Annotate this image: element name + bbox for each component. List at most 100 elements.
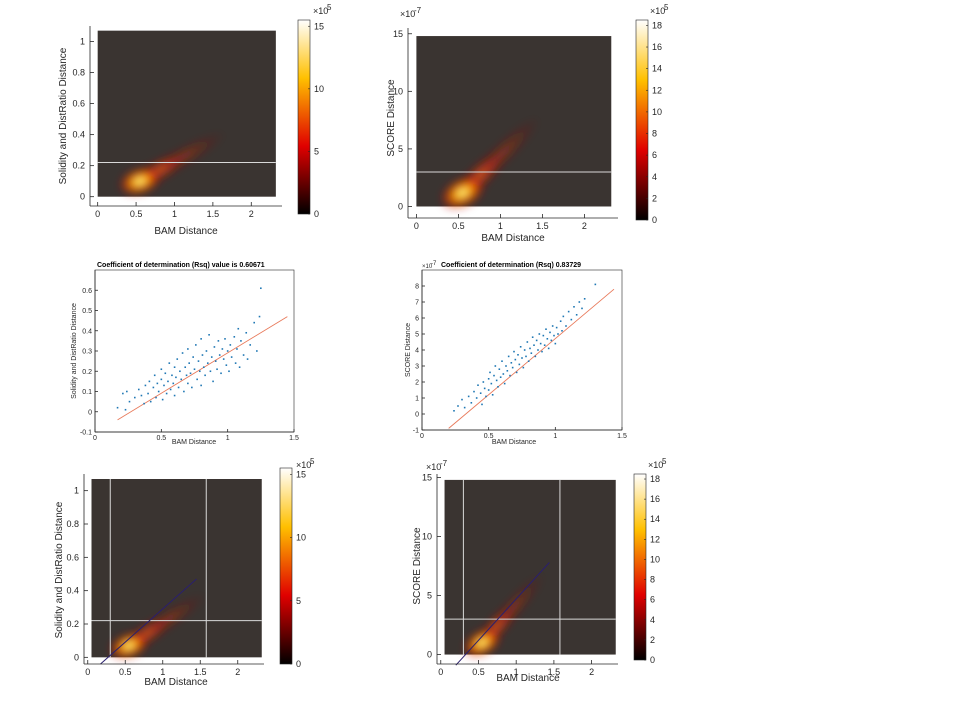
scatter-point (204, 374, 206, 377)
scatter-point (144, 384, 147, 387)
y-tick-label: 0 (74, 652, 79, 662)
scatter-point (487, 378, 490, 380)
y-tick-label: 0.4 (66, 586, 79, 596)
scatter-point (543, 344, 546, 346)
scatter-point (228, 370, 230, 373)
scatter-point (172, 382, 175, 385)
y-tick-label: 0.4 (82, 328, 92, 335)
scatter-point (246, 358, 249, 360)
y-axis-label: Solidity and DistRatio Distance (54, 501, 65, 638)
scatter-point (525, 355, 527, 358)
scatter-point (507, 355, 510, 358)
y-tick-label: 0.6 (66, 552, 79, 562)
scatter-point (541, 350, 543, 353)
density-blob (462, 572, 546, 659)
colorbar (297, 19, 311, 215)
scatter-point (493, 374, 495, 377)
y-tick-label: 4 (415, 348, 419, 355)
x-tick-label: 1 (514, 667, 519, 677)
scatter-point (173, 366, 176, 368)
scatter-point (148, 380, 151, 383)
axes-box (94, 269, 295, 433)
scatter-point (550, 339, 553, 342)
scatter-point (457, 405, 459, 407)
scatter-point (581, 307, 583, 310)
scatter-point (521, 357, 523, 359)
scatter-point (160, 378, 163, 381)
y-tick-label: 15 (422, 473, 432, 483)
scatter-point (200, 338, 202, 340)
colorbar-tick-label: 4 (652, 172, 657, 182)
scatter-point (565, 325, 567, 327)
scatter-point (181, 352, 184, 354)
fit-line (448, 288, 615, 429)
x-axis-label: BAM Distance (481, 233, 545, 244)
scatter-point (518, 363, 521, 366)
scatter-point (510, 362, 513, 364)
colorbar-tick-label: 6 (650, 595, 655, 605)
scatter-point (527, 360, 530, 362)
scatter-point (249, 344, 252, 346)
y-tick-label: 0 (415, 412, 419, 419)
scatter-point (502, 373, 505, 375)
scatter-point (143, 402, 145, 405)
y-axis-label: SCORE Distance (405, 323, 412, 377)
scatter-point (557, 333, 559, 335)
y-tick-label: 8 (415, 284, 419, 291)
colorbar-tick-label: 6 (652, 150, 657, 160)
y-tick-label: 0.6 (72, 99, 85, 109)
scatter-point (153, 374, 156, 377)
y-tick-label: 0 (398, 201, 403, 211)
colorbar-exponent-base: ×10 (650, 6, 665, 16)
scatter-point (218, 354, 221, 356)
scatter-point (192, 356, 194, 358)
scatter-point (189, 372, 192, 375)
scatter-point (116, 406, 119, 409)
x-tick-label: 0 (420, 433, 424, 440)
scatter-point (503, 382, 506, 385)
fit-line (117, 316, 288, 421)
y-tick-label: 7 (415, 300, 419, 307)
y-tick-label: 10 (422, 532, 432, 542)
y-tick-label: -0.1 (80, 430, 92, 437)
panel-density-score: BAM Distance SCORE Distance ×10 -7 ×10 5… (386, 3, 669, 244)
scatter-point (147, 392, 149, 395)
y-tick-label: 0.5 (82, 308, 92, 315)
scatter-point (538, 333, 541, 335)
scatter-point (583, 298, 586, 300)
scatter-point (222, 358, 225, 360)
scatter-point (156, 382, 159, 385)
scatter-point (546, 338, 549, 340)
density-background (91, 479, 262, 658)
x-axis-label: BAM Distance (154, 226, 218, 237)
scatter-point (225, 364, 228, 366)
panel-scatter-solidity: Coefficient of determination (Rsq) value… (71, 262, 299, 446)
x-tick-label: 1 (226, 435, 230, 442)
panel-density-solidity-lines: BAM Distance Solidity and DistRatio Dist… (54, 457, 315, 688)
scatter-point (210, 356, 213, 358)
y-axis-exponent-power: -7 (431, 261, 437, 267)
scatter-point (226, 350, 229, 352)
colorbar-tick-label: 16 (650, 494, 660, 504)
y-tick-label: 6 (415, 316, 419, 323)
scatter-point (517, 354, 519, 356)
scatter-point (214, 360, 217, 362)
colorbar-tick-label: 10 (296, 533, 306, 543)
scatter-point (491, 394, 494, 396)
x-axis-label: BAM Distance (492, 439, 536, 446)
scatter-point (479, 392, 482, 394)
colorbar-exponent-power: 5 (310, 457, 315, 466)
colorbar-tick-label: 12 (650, 534, 660, 544)
scatter-point (177, 386, 180, 389)
scatter-point (258, 315, 261, 318)
x-tick-label: 0 (85, 667, 90, 677)
colorbar-tick-label: 10 (652, 107, 662, 117)
scatter-point (473, 390, 475, 393)
scatter-point (514, 358, 517, 361)
scatter-point (212, 380, 214, 383)
scatter-point (483, 387, 486, 390)
scatter-point (522, 366, 525, 369)
scatter-point (519, 346, 522, 348)
scatter-point (224, 338, 226, 340)
